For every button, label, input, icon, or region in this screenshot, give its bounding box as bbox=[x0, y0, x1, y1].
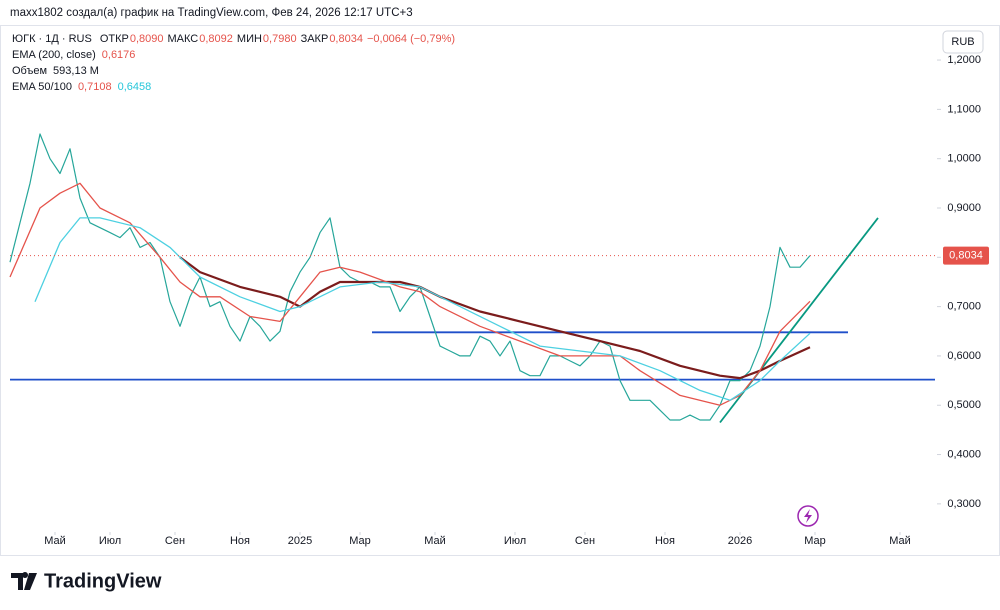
legend-text: 0,8090 bbox=[130, 33, 164, 45]
y-tick-label: 0,7000 bbox=[947, 301, 981, 313]
legend-text: ОТКР bbox=[100, 33, 129, 45]
y-tick-label: 0,6000 bbox=[947, 350, 981, 362]
x-tick-label: 2025 bbox=[288, 535, 312, 547]
currency-label: RUB bbox=[951, 36, 974, 48]
ema-line bbox=[179, 256, 811, 380]
legend-text: ЗАКР bbox=[301, 33, 329, 45]
legend-text: 593,13 M bbox=[53, 65, 99, 77]
price-line bbox=[9, 133, 811, 421]
legend-text: Объем bbox=[12, 65, 47, 77]
header: maxx1802 создал(а) график на TradingView… bbox=[10, 7, 413, 19]
currency-button[interactable] bbox=[942, 30, 984, 54]
y-tick-label: 1,2000 bbox=[947, 54, 981, 66]
x-tick-label: 2026 bbox=[728, 535, 752, 547]
x-tick-label: Май bbox=[889, 535, 911, 547]
x-tick-label: Мар bbox=[349, 535, 371, 547]
x-tick-label: Сен bbox=[165, 535, 185, 547]
y-tick-label: 0,9000 bbox=[947, 202, 981, 214]
y-tick-label: 0,5000 bbox=[947, 399, 981, 411]
brand-logo bbox=[11, 572, 37, 590]
x-tick-label: Ноя bbox=[655, 535, 675, 547]
legend-text: МИН bbox=[237, 33, 262, 45]
x-tick-label: Мар bbox=[804, 535, 826, 547]
y-tick-label: 1,1000 bbox=[947, 103, 981, 115]
legend: ЮГК · 1Д · RUS ОТКР 0,8090 МАКС 0,8092 МИН 0,7… bbox=[12, 33, 455, 93]
chart-frame bbox=[0, 25, 1000, 556]
ema-line bbox=[34, 217, 811, 401]
y-tick-label: 0,4000 bbox=[947, 448, 981, 460]
legend-text: ЮГК · 1Д · RUS bbox=[12, 33, 92, 45]
legend-text: EMA (200, close) bbox=[12, 49, 96, 61]
legend-text: МАКС bbox=[168, 33, 199, 45]
legend-text: EMA 50/100 bbox=[12, 81, 72, 93]
y-tick-label: 0,3000 bbox=[947, 498, 981, 510]
x-tick-label: Май bbox=[44, 535, 66, 547]
events-bolt bbox=[804, 509, 812, 523]
legend-text: 0,6176 bbox=[102, 49, 136, 61]
x-tick-label: Июл bbox=[504, 535, 526, 547]
x-tick-label: Июл bbox=[99, 535, 121, 547]
legend-text: 0,7108 bbox=[78, 81, 112, 93]
legend-text: 0,8092 bbox=[199, 33, 233, 45]
x-tick-label: Ноя bbox=[230, 535, 250, 547]
brand-name: TradingView bbox=[44, 570, 162, 592]
legend-text: −0,0064 (−0,79%) bbox=[367, 33, 455, 45]
y-tick-label: 1,0000 bbox=[947, 153, 981, 165]
x-tick-label: Май bbox=[424, 535, 446, 547]
last-price-label: 0,8034 bbox=[949, 250, 983, 262]
legend-text: 0,8034 bbox=[329, 33, 363, 45]
last-price-tag bbox=[943, 246, 989, 265]
x-tick-label: Сен bbox=[575, 535, 595, 547]
ema-line bbox=[9, 182, 811, 406]
legend-text: 0,7980 bbox=[263, 33, 297, 45]
legend-text: 0,6458 bbox=[118, 81, 152, 93]
